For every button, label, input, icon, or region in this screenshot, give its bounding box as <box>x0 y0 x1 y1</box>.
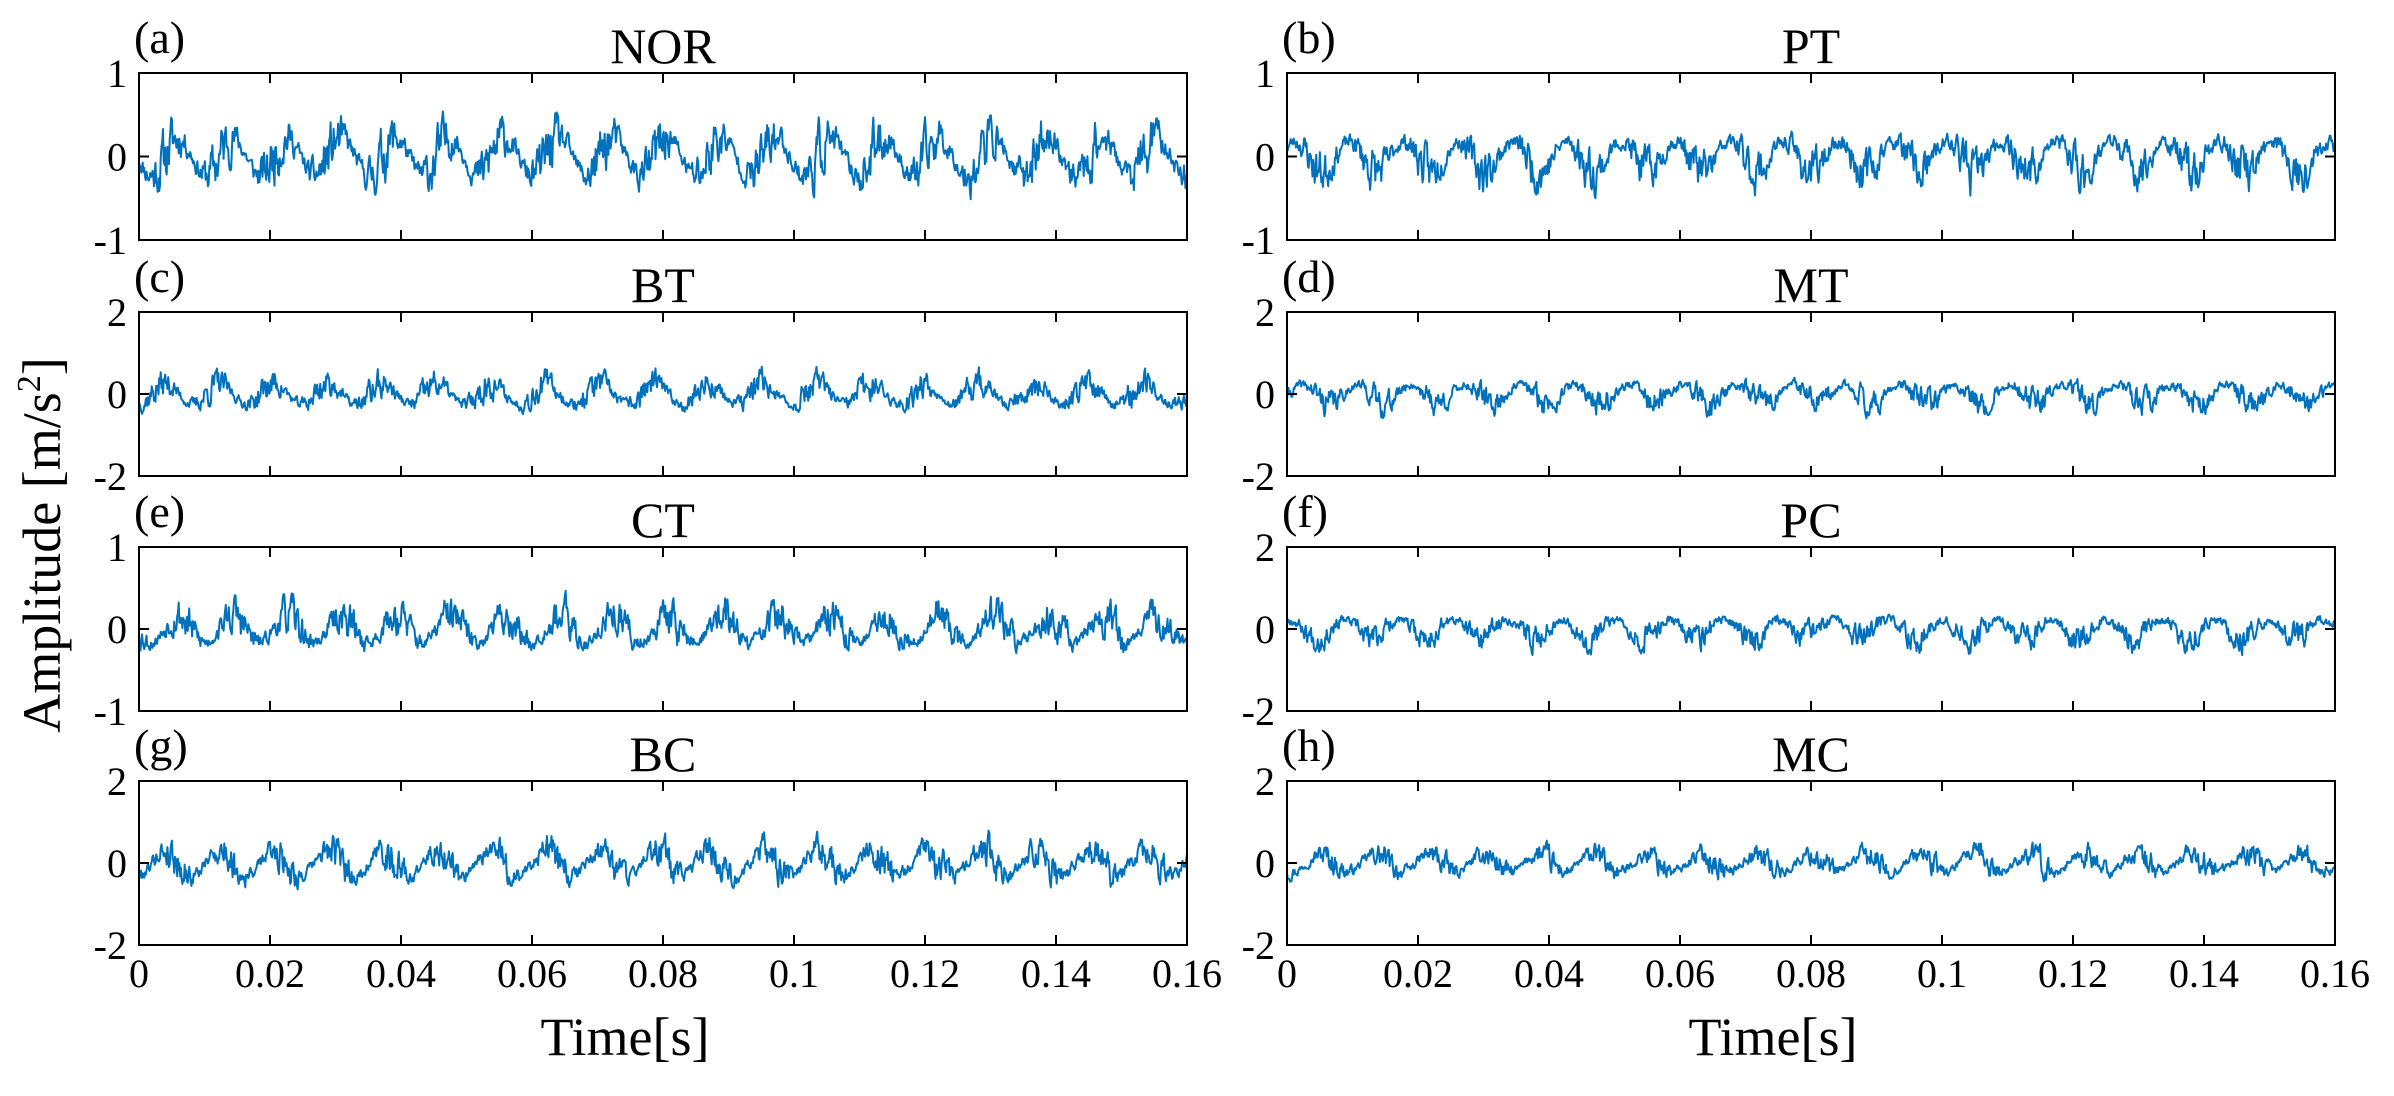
panel-nor: 1 0 -1 NOR (a) <box>94 12 1188 263</box>
series-line-pc <box>1286 613 2336 657</box>
x-tick-label: 0.14 <box>2169 951 2239 996</box>
y-tick-label: -1 <box>94 689 127 734</box>
x-axis-title-left: Time[s] <box>540 1007 709 1067</box>
x-tick-label: 0.06 <box>497 951 567 996</box>
x-tick-label: 0 <box>1277 951 1297 996</box>
y-axis-title: Amplitude [m/s2] <box>11 357 72 732</box>
panel-ct: 1 0 -1 CT (e) <box>94 486 1188 734</box>
series-line-mt <box>1286 376 2336 420</box>
panel-title: MC <box>1772 726 1850 782</box>
panel-title: MT <box>1774 257 1849 313</box>
x-tick-label: 0.14 <box>1021 951 1091 996</box>
series-line-pt <box>1286 130 2336 200</box>
panels: 10-1NOR(a)10-1PT(b)20-2BT(c)20-2MT(d)10-… <box>94 12 2370 996</box>
x-tick-label: 0.02 <box>1383 951 1453 996</box>
y-tick-label: 1 <box>107 525 127 570</box>
y-tick-label: -2 <box>1242 689 1275 734</box>
y-tick-label: 1 <box>1255 51 1275 96</box>
series-line-nor <box>138 110 1188 201</box>
series-line-mc <box>1286 839 2336 883</box>
panel-bt: 2 0 -2 BT (c) <box>94 251 1188 499</box>
x-tick-label: 0.06 <box>1645 951 1715 996</box>
y-tick-label: 0 <box>1255 372 1275 417</box>
y-tick-label: 0 <box>107 841 127 886</box>
y-axis-title-main: Amplitude [m/s <box>12 392 72 732</box>
y-tick-label: 0 <box>1255 841 1275 886</box>
y-tick-label: 0 <box>107 135 127 180</box>
x-tick-label: 0.12 <box>890 951 960 996</box>
y-axis-title-sup: 2 <box>11 375 48 392</box>
x-tick-label: 0.1 <box>769 951 819 996</box>
panel-title: PC <box>1780 492 1841 548</box>
panel-title: BC <box>630 726 697 782</box>
y-tick-label: -1 <box>94 218 127 263</box>
y-tick-label: 2 <box>1255 759 1275 804</box>
y-tick-label: 0 <box>1255 135 1275 180</box>
y-tick-label: 2 <box>1255 290 1275 335</box>
x-tick-label: 0.08 <box>1776 951 1846 996</box>
panel-mt: 2 0 -2 MT (d) <box>1242 251 2336 499</box>
y-tick-label: -2 <box>1242 923 1275 968</box>
panel-letter: (e) <box>134 486 185 537</box>
plot-frame <box>138 311 1188 477</box>
panel-letter: (c) <box>134 251 185 302</box>
y-tick-label: 0 <box>107 372 127 417</box>
y-tick-label: 2 <box>1255 525 1275 570</box>
y-tick-label: -2 <box>94 923 127 968</box>
panel-title: CT <box>631 492 695 548</box>
y-tick-label: 2 <box>107 290 127 335</box>
panel-letter: (a) <box>134 12 185 63</box>
x-tick-label: 0.04 <box>366 951 436 996</box>
panel-title: NOR <box>610 18 716 74</box>
series-line-ct <box>138 589 1188 655</box>
x-tick-label: 0 <box>129 951 149 996</box>
plot-frame <box>138 72 1188 241</box>
y-tick-label: -2 <box>94 454 127 499</box>
y-tick-label: -1 <box>1242 218 1275 263</box>
x-tick-label: 0.1 <box>1917 951 1967 996</box>
panel-letter: (h) <box>1282 720 1336 771</box>
y-tick-label: 0 <box>1255 607 1275 652</box>
x-axis-title-right: Time[s] <box>1688 1007 1857 1067</box>
panel-pc: 2 0 -2 PC (f) <box>1242 486 2336 734</box>
plot-frame <box>138 780 1188 946</box>
panel-pt: 1 0 -1 PT (b) <box>1242 12 2336 263</box>
series-line-bc <box>138 829 1188 891</box>
y-tick-label: 1 <box>107 51 127 96</box>
panel-title: PT <box>1782 18 1840 74</box>
series-line-bt <box>138 365 1188 416</box>
panel-letter: (g) <box>134 720 188 771</box>
x-tick-label: 0.02 <box>235 951 305 996</box>
y-tick-label: -2 <box>1242 454 1275 499</box>
y-tick-label: 2 <box>107 759 127 804</box>
panel-title: BT <box>631 257 695 313</box>
y-tick-label: 0 <box>107 607 127 652</box>
x-tick-label: 0.04 <box>1514 951 1584 996</box>
x-tick-label: 0.16 <box>1152 951 1222 996</box>
panel-letter: (b) <box>1282 12 1336 63</box>
panel-letter: (f) <box>1282 486 1328 537</box>
panel-letter: (d) <box>1282 251 1336 302</box>
y-axis-title-close: ] <box>12 357 72 375</box>
panel-bc: 20-20 0.02 0.04 0.06 0.08 0.1 0.12 0.14 0.16BC(g… <box>94 720 1222 996</box>
x-tick-label: 0.08 <box>628 951 698 996</box>
x-tick-label: 0.12 <box>2038 951 2108 996</box>
x-tick-label: 0.16 <box>2300 951 2370 996</box>
panel-mc: 20-20 0.02 0.04 0.06 0.08 0.1 0.12 0.14 0.16MC(h… <box>1242 720 2370 996</box>
